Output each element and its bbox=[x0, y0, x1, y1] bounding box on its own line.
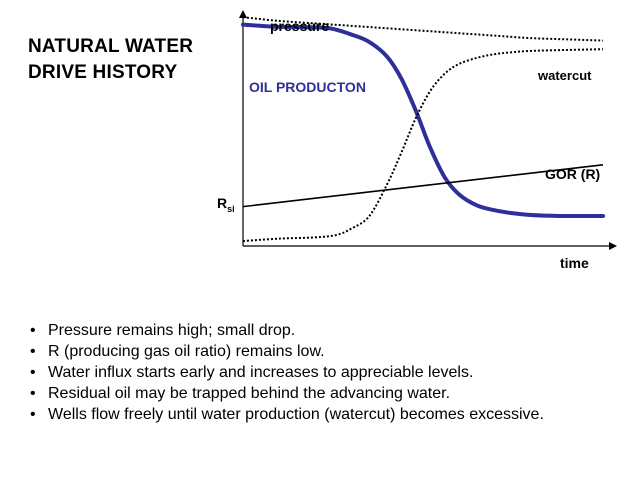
bullet-item: Wells flow freely until water production… bbox=[28, 404, 544, 425]
bullet-item: Water influx starts early and increases … bbox=[28, 362, 544, 383]
series-layer bbox=[241, 16, 605, 243]
watercut-label: watercut bbox=[537, 68, 592, 83]
pressure-label: pressure bbox=[270, 18, 329, 34]
title-line-2: DRIVE HISTORY bbox=[28, 62, 178, 83]
reservoir-history-chart: pressure OIL PRODUCTON watercut GOR (R) … bbox=[217, 10, 617, 271]
bullet-item: Residual oil may be trapped behind the a… bbox=[28, 383, 544, 404]
slide-title: NATURAL WATER DRIVE HISTORY bbox=[28, 34, 228, 86]
gor-line bbox=[242, 164, 604, 208]
rsi-sub: si bbox=[227, 204, 235, 214]
bullet-list: Pressure remains high; small drop. R (pr… bbox=[28, 320, 544, 425]
pressure-curve bbox=[242, 16, 604, 42]
bullet-item: R (producing gas oil ratio) remains low. bbox=[28, 341, 544, 362]
oil-production-label: OIL PRODUCTON bbox=[249, 79, 366, 95]
gor-label: GOR (R) bbox=[545, 166, 600, 182]
oil-production-curve bbox=[241, 22, 605, 219]
watercut-curve bbox=[242, 48, 604, 243]
rsi-label: Rsi bbox=[217, 195, 235, 214]
title-line-1: NATURAL WATER bbox=[28, 36, 194, 57]
x-axis-label: time bbox=[560, 255, 589, 271]
bullet-item: Pressure remains high; small drop. bbox=[28, 320, 544, 341]
rsi-main: R bbox=[217, 195, 227, 211]
